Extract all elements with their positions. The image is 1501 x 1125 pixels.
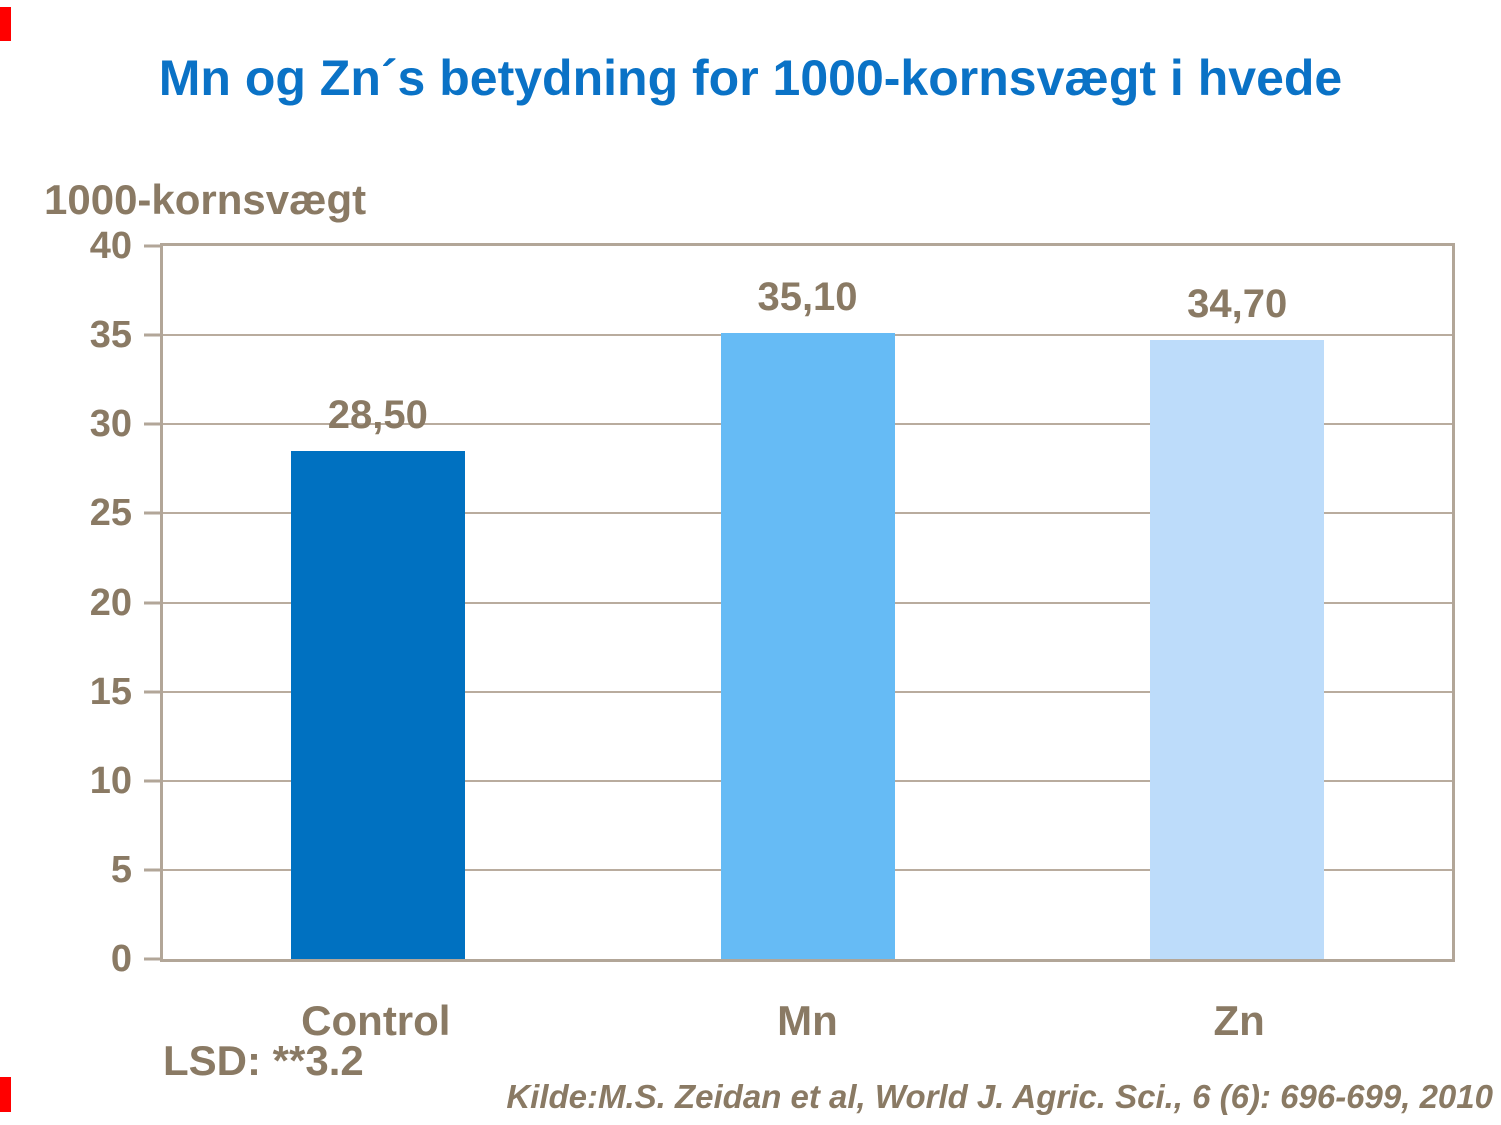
y-tick-label-15: 15 (89, 670, 132, 713)
y-tick-label-0: 0 (110, 938, 132, 980)
x-category-label-zn: Zn (1213, 997, 1265, 1044)
y-tick-label-25: 25 (89, 492, 132, 535)
bar-zn (1150, 340, 1325, 959)
x-category-label-control: Control (301, 997, 451, 1044)
y-tick-label-10: 10 (89, 759, 132, 802)
y-tick-mark-15 (144, 690, 160, 694)
bar-value-label-mn: 35,10 (757, 275, 858, 320)
x-category-label-mn: Mn (777, 997, 838, 1044)
y-tick-mark-40 (144, 244, 160, 248)
source-note: Kilde:M.S. Zeidan et al, World J. Agric.… (506, 1078, 1493, 1115)
red-edge-mark-bottom (0, 1077, 11, 1112)
y-axis-title: 1000-kornsvægt (44, 176, 367, 223)
red-edge-mark-top (0, 7, 11, 41)
y-tick-mark-5 (144, 868, 160, 872)
y-tick-label-20: 20 (89, 581, 132, 624)
y-tick-label-5: 5 (110, 848, 132, 891)
bar-value-label-zn: 34,70 (1187, 282, 1288, 327)
y-tick-label-40: 40 (89, 225, 132, 267)
y-tick-label-35: 35 (89, 314, 132, 357)
y-tick-mark-20 (144, 601, 160, 604)
y-tick-mark-10 (144, 779, 160, 783)
plot-area: 28,50 35,10 34,70 (160, 243, 1455, 962)
y-tick-mark-0 (144, 957, 160, 961)
chart-title: Mn og Zn´s betydning for 1000-kornsvægt … (158, 50, 1343, 106)
bar-control (290, 451, 465, 959)
y-tick-mark-25 (144, 511, 160, 515)
y-tick-mark-35 (144, 333, 160, 337)
bar-mn (720, 333, 895, 959)
bar-value-label-control: 28,50 (327, 393, 428, 437)
lsd-note: LSD: **3.2 (163, 1037, 364, 1084)
y-tick-label-30: 30 (89, 403, 132, 446)
y-tick-mark-30 (144, 422, 160, 426)
